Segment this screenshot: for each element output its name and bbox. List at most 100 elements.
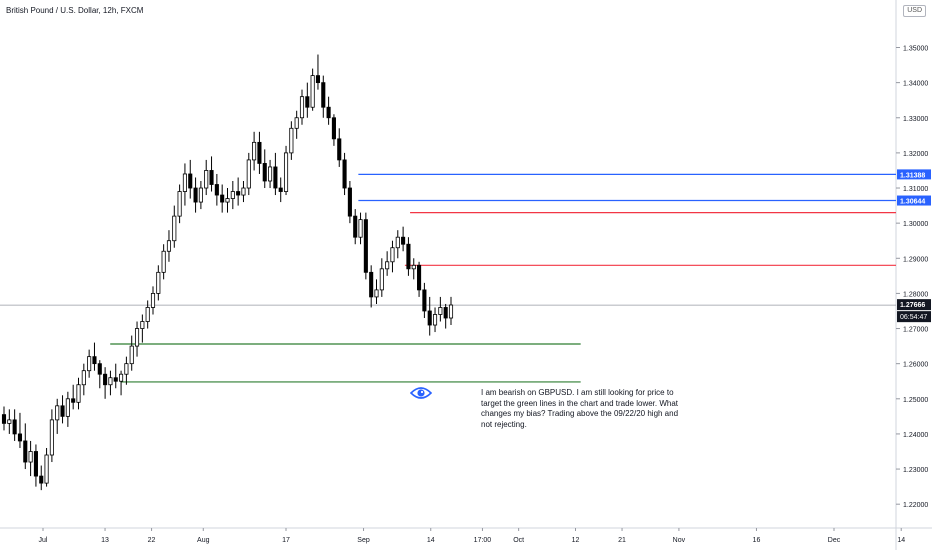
candle-body [379,268,384,291]
eye-icon[interactable] [409,384,433,402]
candle-body [71,398,76,403]
candle-body [182,173,187,192]
x-tick-label: Oct [513,537,524,544]
candle-body [204,170,209,189]
candle-body [124,363,129,375]
candle-body [353,215,358,238]
candle-body [12,419,17,435]
candle-body [1,414,7,424]
candle-body [225,198,230,203]
candle-body [406,243,411,270]
level-price-box [897,169,931,180]
y-tick-label: 1.32000 [903,151,928,158]
level-price-label: 1.30644 [900,199,925,206]
y-tick-label: 1.22000 [903,502,928,509]
candle-body [145,307,150,322]
x-tick-label: 17:00 [474,537,492,544]
candle-body [134,328,140,347]
x-tick-label: 13 [101,537,109,544]
x-tick-label: 12 [572,537,580,544]
candle-body [438,307,443,315]
candle-body [119,373,124,382]
candle-body [172,215,177,242]
candle-body [294,117,299,129]
y-tick-label: 1.33000 [903,116,928,123]
candle-body [432,314,438,326]
candle-body [326,106,331,119]
level-price-label: 1.31388 [900,172,925,179]
y-tick-label: 1.24000 [903,432,928,439]
candle-body [321,82,326,108]
x-tick-label: Nov [673,537,686,544]
candle-body [87,356,92,372]
candle-body [193,187,198,203]
x-tick-label: Aug [197,537,210,544]
y-tick-label: 1.30000 [903,221,928,228]
candle-body [230,191,235,199]
candle-body [331,117,336,140]
candle-body [443,307,448,319]
candle-body [236,191,241,196]
candle-body [310,75,315,108]
countdown-box [897,311,931,323]
y-tick-label: 1.25000 [903,397,928,404]
candle-body [150,293,156,308]
candle-body [188,173,193,189]
last-price-box [897,299,931,311]
candle-body [81,370,86,386]
candle-body [283,152,289,192]
candle-body [411,264,416,270]
candle-body [278,187,283,192]
x-tick-label: 21 [618,537,626,544]
y-tick-label: 1.31000 [903,186,928,193]
candle-body [60,405,65,417]
candle-body [17,433,23,442]
candle-body [257,141,262,164]
candle-body [401,236,406,245]
candle-body [39,475,44,484]
candle-body [55,405,60,421]
idea-note: I am bearish on GBPUSD. I am still looki… [481,388,679,429]
candle-body [97,363,102,375]
candle-body [358,219,363,238]
candle-body [177,191,182,217]
y-tick-label: 1.28000 [903,291,928,298]
candle-body [44,454,49,484]
candle-body [241,187,246,196]
candle-body [113,377,118,382]
candle-body [448,304,454,319]
candle-body [385,261,390,270]
candle-body [268,166,273,182]
level-price-box [897,195,931,206]
x-tick-label: 14 [427,537,435,544]
y-tick-label: 1.34000 [903,81,928,88]
candle-body [374,289,379,298]
y-tick-label: 1.35000 [903,46,928,53]
candle-body [305,96,310,108]
candle-body [262,163,267,182]
candle-body [108,377,113,386]
y-tick-label: 1.26000 [903,362,928,369]
y-tick-label: 1.23000 [903,467,928,474]
candle-body [161,250,166,273]
currency-button[interactable]: USD [903,5,926,17]
x-tick-label: Sep [357,537,370,544]
x-tick-label: 17 [282,537,290,544]
x-tick-label: Dec [828,537,841,544]
candle-body [220,194,225,203]
candle-body [427,310,432,326]
candle-body [214,184,219,196]
candle-body [246,159,251,189]
candle-body [273,166,278,189]
y-tick-label: 1.29000 [903,256,928,263]
candle-body [23,440,28,463]
candle-body [342,159,347,189]
candle-body [395,236,400,249]
candle-body [299,96,305,119]
candle-body [417,264,422,291]
candle-body [140,321,145,329]
candle-body [156,271,161,294]
candle-body [92,356,97,365]
candle-body [315,75,321,84]
